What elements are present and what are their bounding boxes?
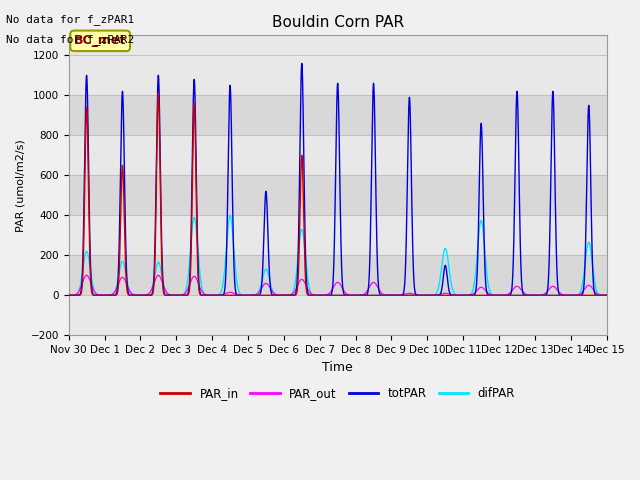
Title: Bouldin Corn PAR: Bouldin Corn PAR (271, 15, 404, 30)
Bar (68, 55, 607, 96)
Bar (68, 216, 607, 255)
Bar (68, 135, 607, 175)
Bar (68, 96, 607, 135)
X-axis label: Time: Time (323, 360, 353, 373)
Text: No data for f_zPAR1: No data for f_zPAR1 (6, 14, 134, 25)
Legend: PAR_in, PAR_out, totPAR, difPAR: PAR_in, PAR_out, totPAR, difPAR (156, 382, 520, 404)
Bar (68, 175, 607, 216)
Text: BC_met: BC_met (74, 35, 126, 48)
Text: No data for f_zPAR2: No data for f_zPAR2 (6, 34, 134, 45)
Y-axis label: PAR (umol/m2/s): PAR (umol/m2/s) (15, 139, 25, 232)
Bar (68, 295, 607, 336)
Bar (68, 255, 607, 295)
